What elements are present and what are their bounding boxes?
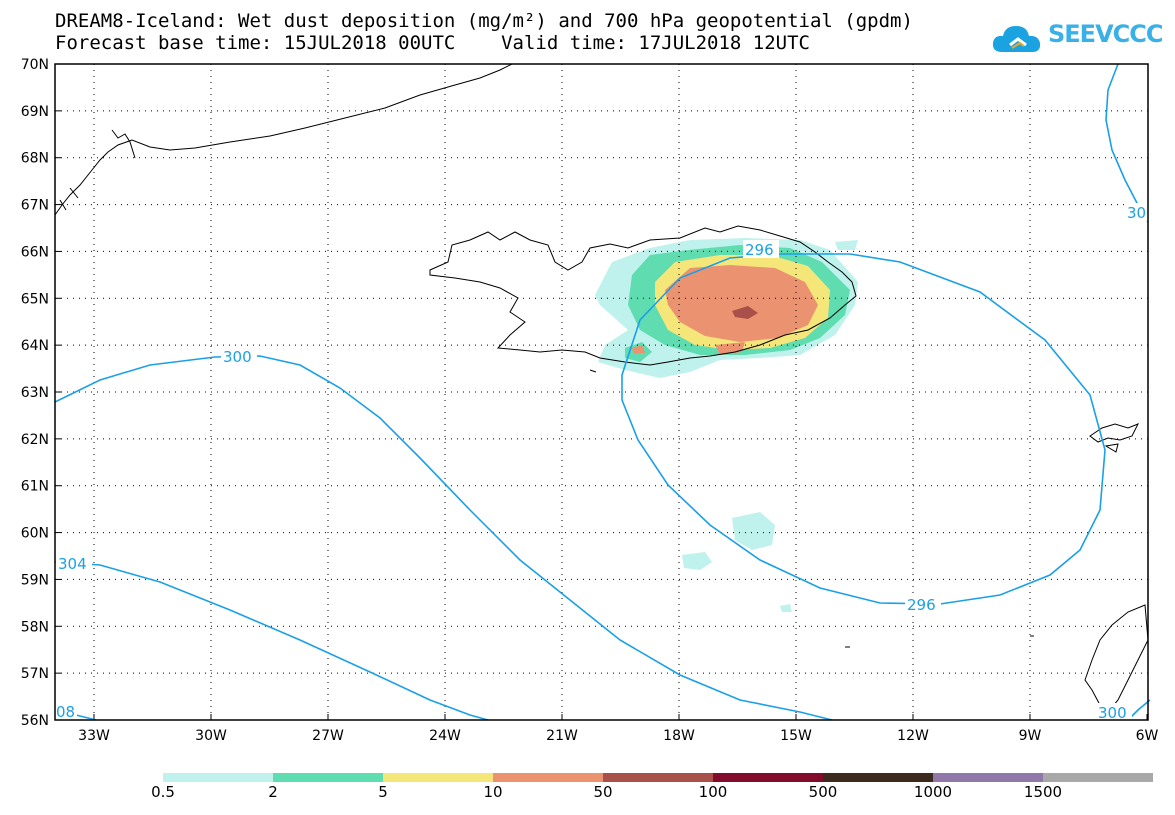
coastlines (54, 63, 1149, 713)
dust-shade-50 (732, 306, 758, 319)
lat-label: 69N (21, 104, 49, 120)
colorbar-label: 50 (593, 783, 613, 801)
colorbar-swatch (823, 773, 933, 782)
colorbar-swatch (933, 773, 1043, 782)
contour-label: 30 (1127, 204, 1146, 222)
colorbar-swatch (713, 773, 823, 782)
lat-label: 59N (21, 572, 49, 588)
longitude-labels: 33W 30W 27W 24W 21W 18W 15W 12W 9W 6W (78, 728, 1158, 744)
small-islands (589, 369, 1034, 648)
contour-label: 08 (56, 703, 75, 721)
lon-label: 33W (78, 728, 110, 744)
lon-label: 30W (195, 728, 227, 744)
colorbar-label: 100 (698, 783, 728, 801)
lat-label: 62N (21, 432, 49, 448)
lon-label: 27W (312, 728, 344, 744)
contour-label: 300 (223, 348, 252, 366)
colorbar-swatch (1043, 773, 1153, 782)
geopotential-contours (54, 63, 1151, 721)
lon-label: 12W (897, 728, 929, 744)
colorbar-swatch (603, 773, 713, 782)
cloud-icon (992, 26, 1041, 52)
colorbar-swatch (383, 773, 493, 782)
lat-label: 67N (21, 198, 49, 214)
contour-label: 300 (1098, 704, 1127, 722)
lat-label: 58N (21, 619, 49, 635)
colorbar-swatch (163, 773, 273, 782)
lon-label: 18W (663, 728, 695, 744)
iceland-coast (429, 225, 857, 366)
greenland-fjords (59, 129, 136, 211)
colorbar-label: 2 (268, 783, 278, 801)
lat-label: 64N (21, 338, 49, 354)
lat-label: 63N (21, 385, 49, 401)
lat-label: 66N (21, 244, 49, 260)
colorbar-label: 5 (378, 783, 388, 801)
dust-shade-0-5 (682, 552, 712, 570)
dust-shade-0-5 (835, 240, 858, 250)
contour-300-east-top (1105, 63, 1149, 223)
contour-label: 296 (907, 596, 936, 614)
lat-label: 60N (21, 526, 49, 542)
map-frame (54, 63, 1149, 721)
lat-label: 70N (21, 57, 49, 73)
lat-label: 65N (21, 291, 49, 307)
dust-shade-10 (632, 345, 645, 354)
dust-deposition-field (595, 238, 858, 612)
lon-label: 9W (1019, 728, 1042, 744)
colorbar-label: 1000 (913, 783, 953, 801)
lon-label: 24W (429, 728, 461, 744)
lat-label: 68N (21, 151, 49, 167)
scotland-coast (1084, 604, 1149, 713)
colorbar-swatch (493, 773, 603, 782)
contour-label: 304 (58, 555, 87, 573)
greenland-coast (54, 63, 513, 216)
contour-label: 296 (745, 241, 774, 259)
contour-304 (54, 561, 489, 721)
lat-label: 57N (21, 666, 49, 682)
dust-shade-10 (665, 265, 818, 342)
map-subtitle: Forecast base time: 15JUL2018 00UTC Vali… (55, 32, 810, 54)
colorbar-swatch (273, 773, 383, 782)
colorbar (163, 773, 1153, 782)
colorbar-label: 0.5 (151, 783, 175, 801)
latitude-labels: 70N 69N 68N 67N 66N 65N 64N 63N 62N 61N 60N 59N 58N 5… (21, 57, 49, 729)
colorbar-label: 500 (808, 783, 838, 801)
lat-label: 61N (21, 479, 49, 495)
lat-label: 56N (21, 713, 49, 729)
contour-300-west (54, 355, 833, 721)
lon-label: 6W (1136, 728, 1159, 744)
faroe-coast (1089, 423, 1140, 453)
colorbar-label: 10 (483, 783, 503, 801)
dust-shade-0-5 (780, 604, 792, 612)
contour-labels: 300 304 296 296 30 300 08 (55, 203, 1148, 722)
dust-shade-0-5 (732, 512, 775, 550)
colorbar-label: 1500 (1023, 783, 1063, 801)
map-title: DREAM8-Iceland: Wet dust deposition (mg/… (55, 10, 913, 32)
logo-text: SEEVCCC (1048, 20, 1163, 48)
graticule (55, 63, 1148, 721)
lon-label: 15W (780, 728, 812, 744)
lon-label: 21W (546, 728, 578, 744)
